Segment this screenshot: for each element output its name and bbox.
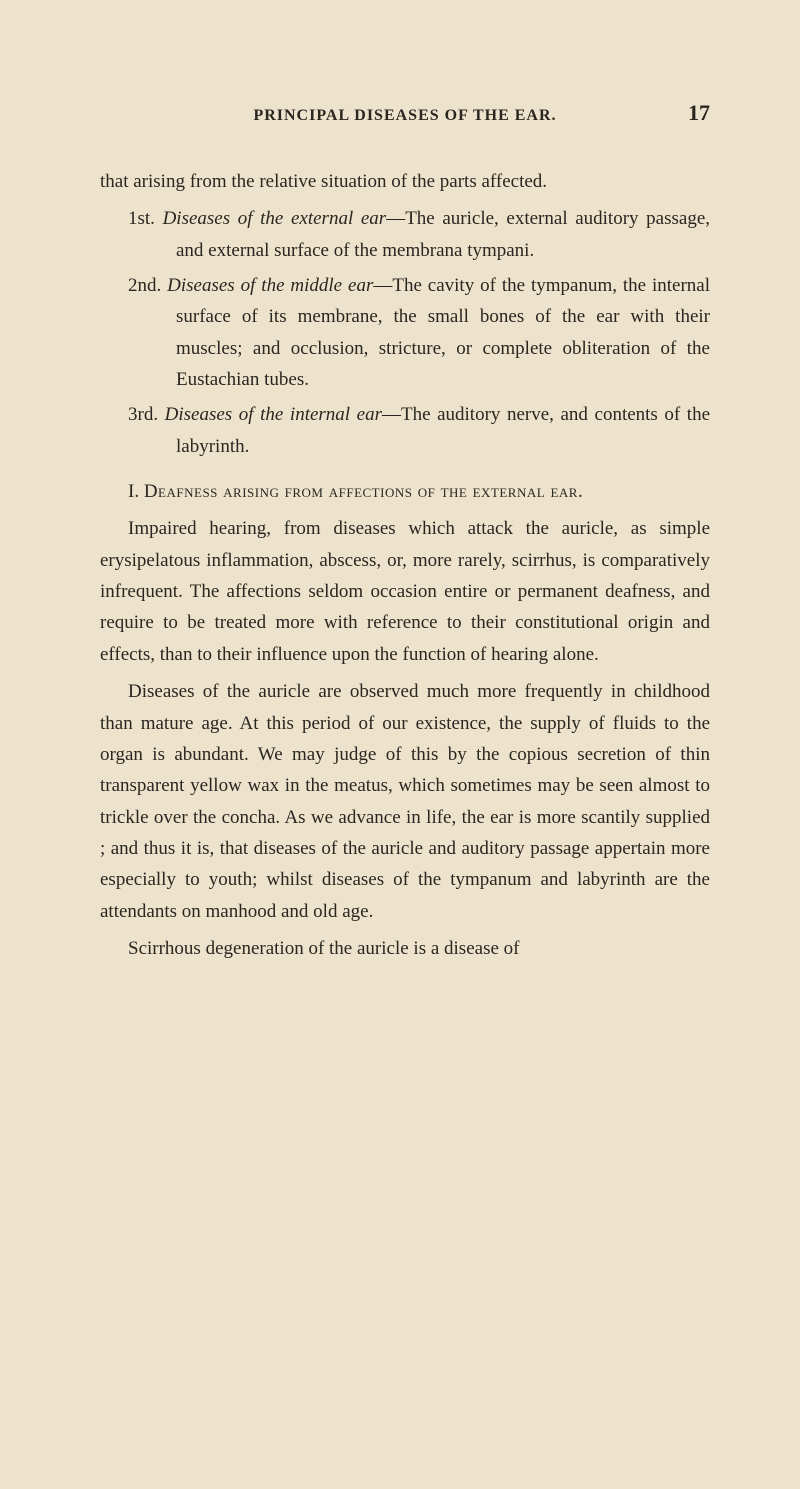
body-text: that arising from the relative situation…	[100, 166, 710, 964]
running-title: PRINCIPAL DISEASES OF THE EAR.	[140, 107, 670, 125]
list-lead: Diseases of the external ear	[163, 208, 387, 229]
list-item: 3rd. Diseases of the internal ear—The au…	[100, 399, 710, 462]
list-ordinal: 3rd.	[128, 404, 158, 425]
section-roman: I.	[128, 481, 139, 502]
list-item: 1st. Diseases of the external ear—The au…	[100, 203, 710, 266]
list-lead: Diseases of the internal ear	[165, 404, 382, 425]
list-lead: Diseases of the middle ear	[167, 275, 373, 296]
page: PRINCIPAL DISEASES OF THE EAR. 17 that a…	[0, 0, 800, 1050]
paragraph: Scirrhous degeneration of the auricle is…	[100, 933, 710, 964]
paragraph: Impaired hearing, from diseases which at…	[100, 513, 710, 670]
list-ordinal: 1st.	[128, 208, 155, 229]
page-number: 17	[670, 100, 710, 126]
numbered-list: 1st. Diseases of the external ear—The au…	[100, 203, 710, 462]
paragraph: Diseases of the auricle are observed muc…	[100, 676, 710, 927]
list-ordinal: 2nd.	[128, 275, 161, 296]
intro-paragraph: that arising from the relative situation…	[100, 166, 710, 197]
section-heading: I. Deafness arising from affections of t…	[100, 476, 710, 507]
running-head: PRINCIPAL DISEASES OF THE EAR. 17	[100, 100, 710, 126]
list-item: 2nd. Diseases of the middle ear—The cavi…	[100, 270, 710, 395]
section-smallcaps: Deafness arising from affections of the …	[144, 481, 583, 502]
